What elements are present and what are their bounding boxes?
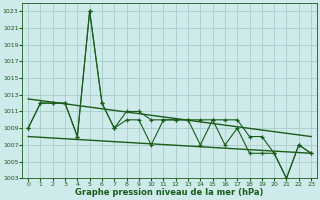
X-axis label: Graphe pression niveau de la mer (hPa): Graphe pression niveau de la mer (hPa)	[76, 188, 264, 197]
